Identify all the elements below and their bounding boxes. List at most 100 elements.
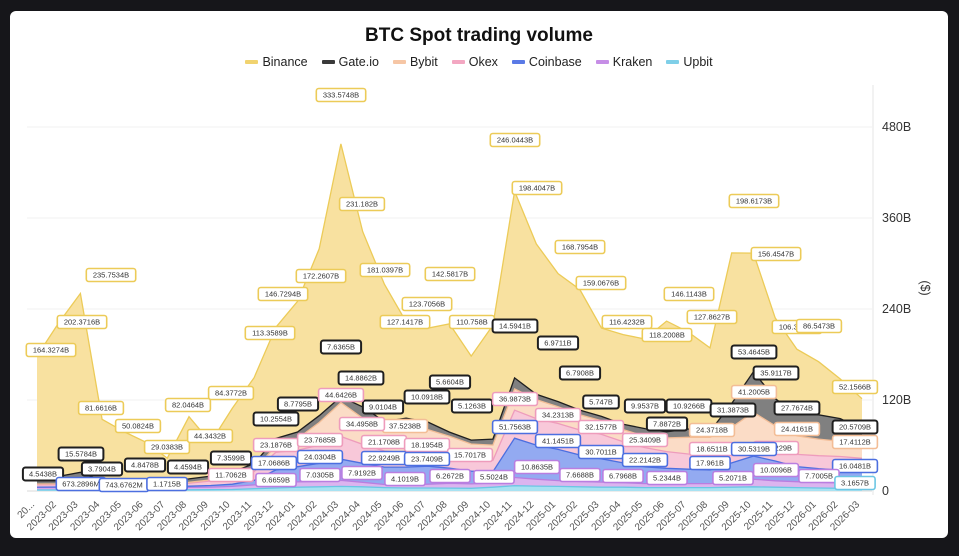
data-label: 231.182B [338, 196, 386, 212]
data-label: 30.5319B [730, 441, 778, 457]
data-label: 5.6604B [428, 374, 472, 390]
data-label: 25.3409B [621, 432, 669, 448]
data-label: 17.4112B [831, 434, 879, 450]
data-label: 164.3274B [25, 342, 77, 358]
svg-text:29.0383B: 29.0383B [151, 443, 183, 452]
svg-text:32.1577B: 32.1577B [585, 423, 617, 432]
svg-text:127.8627B: 127.8627B [694, 313, 730, 322]
svg-text:86.5473B: 86.5473B [803, 322, 835, 331]
legend-label: Upbit [683, 55, 713, 69]
y-axis-title: ($) [918, 280, 932, 295]
data-label: 84.3772B [207, 385, 255, 401]
data-label: 37.5238B [381, 418, 429, 434]
svg-text:146.7294B: 146.7294B [265, 290, 301, 299]
svg-text:15.7017B: 15.7017B [454, 451, 486, 460]
svg-text:6.9711B: 6.9711B [544, 339, 571, 348]
legend-item-upbit[interactable]: Upbit [666, 55, 713, 69]
legend-item-bybit[interactable]: Bybit [392, 55, 438, 69]
data-label: 246.0443B [489, 132, 541, 148]
svg-text:84.3772B: 84.3772B [215, 389, 247, 398]
data-label: 7.6688B [559, 467, 601, 483]
svg-text:24.3718B: 24.3718B [696, 426, 728, 435]
data-label: 1.1715B [146, 476, 188, 492]
data-label: 10.2554B [252, 411, 300, 427]
svg-text:21.1708B: 21.1708B [368, 438, 400, 447]
data-label: 6.2672B [429, 468, 471, 484]
svg-text:24.0304B: 24.0304B [304, 453, 336, 462]
data-label: 7.8872B [645, 416, 689, 432]
svg-text:23.7409B: 23.7409B [411, 455, 443, 464]
svg-text:44.3432B: 44.3432B [194, 432, 226, 441]
data-label: 81.6616B [77, 400, 125, 416]
data-label: 181.0397B [359, 262, 411, 278]
svg-text:7.6365B: 7.6365B [327, 343, 355, 352]
data-label: 10.8635B [513, 459, 561, 475]
data-label: 198.4047B [511, 180, 563, 196]
data-label: 5.747B [582, 394, 620, 410]
svg-text:198.4047B: 198.4047B [519, 184, 555, 193]
svg-text:159.0676B: 159.0676B [583, 279, 619, 288]
data-label: 8.7795B [276, 396, 320, 412]
legend-item-gateio[interactable]: Gate.io [321, 55, 379, 69]
data-label: 6.6659B [255, 472, 297, 488]
data-label: 5.2071B [712, 470, 754, 486]
svg-text:17.0686B: 17.0686B [258, 459, 290, 468]
legend-swatch-icon [321, 60, 335, 64]
data-label: 116.4232B [601, 314, 653, 330]
svg-text:10.2554B: 10.2554B [260, 415, 292, 424]
legend-swatch-icon [666, 60, 680, 64]
data-label: 743.6762M [98, 477, 150, 493]
data-label: 3.1657B [834, 475, 876, 491]
data-label: 53.4645B [730, 344, 778, 360]
svg-text:15.5784B: 15.5784B [65, 450, 97, 459]
svg-text:10.0096B: 10.0096B [760, 466, 792, 475]
data-label: 15.7017B [446, 447, 494, 463]
data-label: 17.961B [689, 455, 731, 471]
data-label: 36.9873B [491, 391, 539, 407]
legend-swatch-icon [451, 60, 465, 64]
legend-item-okex[interactable]: Okex [451, 55, 498, 69]
data-label: 44.6426B [317, 387, 365, 403]
svg-text:168.7954B: 168.7954B [562, 243, 598, 252]
svg-text:3.7904B: 3.7904B [88, 465, 116, 474]
svg-text:17.961B: 17.961B [696, 459, 724, 468]
y-tick-label: 360B [882, 211, 911, 225]
svg-text:6.6659B: 6.6659B [262, 476, 290, 485]
data-label: 17.0686B [250, 455, 298, 471]
svg-text:10.9266B: 10.9266B [673, 402, 705, 411]
svg-text:743.6762M: 743.6762M [105, 481, 143, 490]
svg-text:23.1876B: 23.1876B [260, 441, 292, 450]
legend-label: Coinbase [528, 55, 582, 69]
svg-text:10.0918B: 10.0918B [411, 393, 443, 402]
svg-text:7.9192B: 7.9192B [348, 469, 376, 478]
data-label: 118.2008B [641, 327, 693, 343]
legend-label: Okex [468, 55, 498, 69]
svg-text:31.3873B: 31.3873B [717, 406, 749, 415]
data-label: 6.9711B [536, 335, 580, 351]
svg-text:6.7908B: 6.7908B [566, 369, 594, 378]
data-label: 23.1876B [252, 437, 300, 453]
svg-text:30.7011B: 30.7011B [585, 448, 617, 457]
svg-text:34.2313B: 34.2313B [542, 411, 574, 420]
legend-item-binance[interactable]: Binance [245, 55, 308, 69]
svg-text:17.4112B: 17.4112B [839, 438, 871, 447]
svg-text:333.5748B: 333.5748B [323, 91, 359, 100]
legend-item-coinbase[interactable]: Coinbase [511, 55, 582, 69]
data-label: 18.6511B [688, 441, 736, 457]
data-label: 15.5784B [57, 446, 105, 462]
svg-text:5.6604B: 5.6604B [436, 378, 464, 387]
data-label: 21.1708B [360, 434, 408, 450]
svg-text:36.9873B: 36.9873B [499, 395, 531, 404]
svg-text:9.9537B: 9.9537B [631, 402, 659, 411]
data-label: 4.5438B [21, 466, 65, 482]
svg-text:5.747B: 5.747B [589, 398, 613, 407]
legend-item-kraken[interactable]: Kraken [595, 55, 653, 69]
svg-text:6.7968B: 6.7968B [609, 472, 637, 481]
svg-text:14.5941B: 14.5941B [499, 322, 531, 331]
svg-text:7.3599B: 7.3599B [217, 454, 245, 463]
data-label: 9.9537B [623, 398, 667, 414]
data-label: 23.7409B [403, 451, 451, 467]
svg-text:16.0481B: 16.0481B [839, 462, 871, 471]
legend-label: Kraken [612, 55, 653, 69]
svg-text:18.6511B: 18.6511B [696, 445, 728, 454]
